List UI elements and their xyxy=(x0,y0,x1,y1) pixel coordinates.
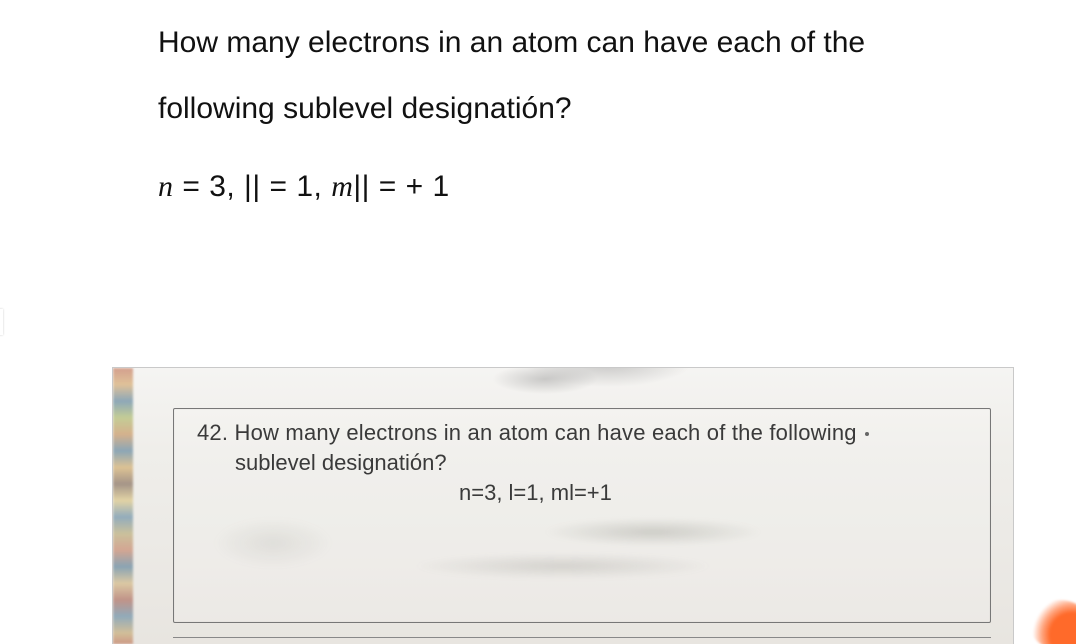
scan-question-line1-rest: How many electrons in an atom can have e… xyxy=(228,420,857,445)
question-text: How many electrons in an atom can have e… xyxy=(158,10,978,142)
scan-question-line2: sublevel designatión? xyxy=(235,450,447,476)
corner-blob-icon xyxy=(1030,600,1076,644)
scan-equation: n=3, l=1, ml=+1 xyxy=(459,480,612,506)
book-edge-strip xyxy=(113,368,133,644)
scan-smudge-icon xyxy=(543,518,763,546)
trailing-dot-icon xyxy=(865,432,869,436)
question-equation: n = 3, || = 1, m|| = + 1 xyxy=(158,170,450,204)
page: How many electrons in an atom can have e… xyxy=(0,0,1076,644)
scan-smudge-icon xyxy=(413,553,713,579)
spiral-notch-icon xyxy=(0,309,3,335)
scan-question-line1: 42. How many electrons in an atom can ha… xyxy=(197,420,987,446)
scan-smudge-icon xyxy=(213,518,333,568)
scan-bottom-rule xyxy=(173,637,991,638)
scan-question-number: 42. xyxy=(197,420,228,445)
scan-panel: 42. How many electrons in an atom can ha… xyxy=(112,367,1014,644)
